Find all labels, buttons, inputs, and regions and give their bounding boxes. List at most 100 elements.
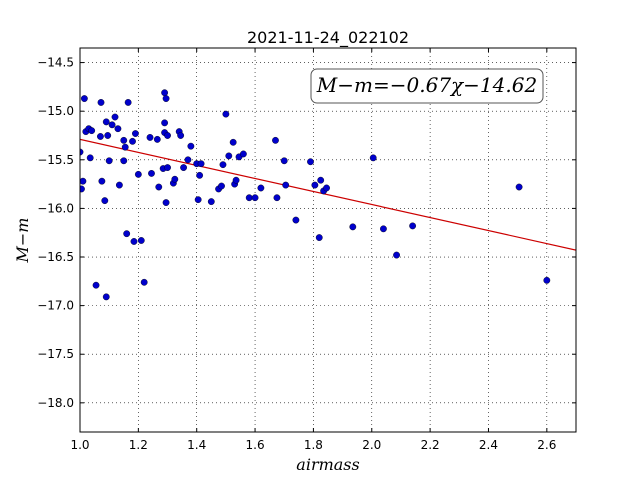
x-tick-label: 2.0 <box>362 438 381 452</box>
data-point <box>369 154 377 162</box>
fit-equation-annotation: M−m=−0.67χ−14.62 <box>316 73 537 97</box>
data-point <box>161 119 169 127</box>
data-point <box>207 198 215 206</box>
x-axis-label: airmass <box>296 455 359 474</box>
data-point <box>187 142 195 150</box>
data-point <box>115 181 123 189</box>
annotation-box <box>310 68 544 104</box>
data-point <box>393 251 400 259</box>
data-point <box>161 89 169 97</box>
data-point <box>80 177 87 185</box>
y-tick-label: −16.5 <box>37 250 74 264</box>
data-point <box>132 130 139 137</box>
x-tick-label: 2.2 <box>421 438 440 452</box>
data-point <box>92 281 100 289</box>
data-point <box>98 177 106 185</box>
x-tick-label: 2.6 <box>537 438 556 452</box>
data-point <box>140 278 148 286</box>
x-tick-label: 1.8 <box>304 438 323 452</box>
axes-frame <box>79 47 577 433</box>
data-point <box>153 135 161 143</box>
data-point <box>120 157 128 165</box>
data-point <box>184 156 192 164</box>
fit-line <box>80 138 576 251</box>
data-point <box>280 157 288 165</box>
x-tick-label: 1.2 <box>129 438 148 452</box>
data-point <box>225 152 233 160</box>
data-point <box>196 171 204 179</box>
data-point <box>194 196 202 204</box>
data-point <box>282 181 290 189</box>
data-point <box>164 132 171 139</box>
y-tick-label: −18.0 <box>37 396 74 410</box>
data-point <box>315 234 323 241</box>
data-point <box>323 184 330 192</box>
data-point <box>273 194 281 202</box>
data-point <box>251 194 259 202</box>
data-point <box>88 127 96 135</box>
chart-title: 2021-11-24_022102 <box>247 28 409 48</box>
data-point <box>515 183 523 191</box>
data-point <box>292 216 300 224</box>
data-point <box>111 113 119 121</box>
x-tick-label: 2.4 <box>479 438 498 452</box>
x-tick-label: 1.4 <box>187 438 206 452</box>
data-point <box>311 181 319 189</box>
data-point <box>229 138 237 146</box>
data-point <box>101 197 109 205</box>
data-point <box>307 158 314 166</box>
data-point <box>197 160 205 168</box>
data-point <box>543 276 551 284</box>
data-point <box>380 225 387 233</box>
data-point <box>80 95 88 102</box>
data-point <box>137 237 145 244</box>
data-point <box>245 194 253 202</box>
data-point <box>134 170 142 178</box>
data-point <box>409 222 417 230</box>
data-point <box>97 99 105 106</box>
y-tick-label: −14.5 <box>37 56 74 70</box>
data-point <box>104 132 112 139</box>
data-point <box>162 95 170 102</box>
x-tick-label: 1.6 <box>246 438 265 452</box>
data-point <box>121 143 129 151</box>
data-point <box>164 164 171 171</box>
data-point <box>114 125 122 133</box>
data-point <box>222 110 230 118</box>
y-tick-label: −16.0 <box>37 201 74 215</box>
data-point <box>272 136 279 144</box>
data-point <box>171 175 179 183</box>
data-point <box>97 133 104 140</box>
data-point <box>349 223 357 231</box>
x-tick-label: 1.0 <box>70 438 89 452</box>
y-tick-label: −15.5 <box>37 153 74 167</box>
data-point <box>86 154 94 162</box>
data-point <box>146 134 154 141</box>
data-point <box>130 238 138 245</box>
data-point <box>162 199 170 206</box>
data-point <box>239 150 247 158</box>
data-point <box>105 157 113 165</box>
data-point <box>102 118 110 126</box>
data-point <box>257 184 265 192</box>
y-tick-label: −15.0 <box>37 104 74 118</box>
data-point <box>148 170 155 177</box>
data-point <box>180 164 187 171</box>
data-point <box>129 137 136 145</box>
y-tick-label: −17.5 <box>37 347 74 361</box>
data-point <box>155 183 163 191</box>
data-point <box>232 176 240 184</box>
data-point <box>317 176 325 184</box>
data-point <box>108 121 116 129</box>
y-tick-label: −17.0 <box>37 299 74 313</box>
data-point <box>124 99 132 106</box>
data-point <box>102 293 110 301</box>
data-point <box>80 185 85 193</box>
data-point <box>218 182 225 190</box>
data-point <box>177 132 185 139</box>
data-point <box>123 230 131 238</box>
data-point <box>219 161 227 169</box>
y-axis-label: M−m <box>13 218 32 264</box>
plot-area: 1.0 1.2 1.4 1.6 1.8 2.0 2.2 2.4 2.6 −14.5 −15.0 −15… <box>37 47 577 452</box>
